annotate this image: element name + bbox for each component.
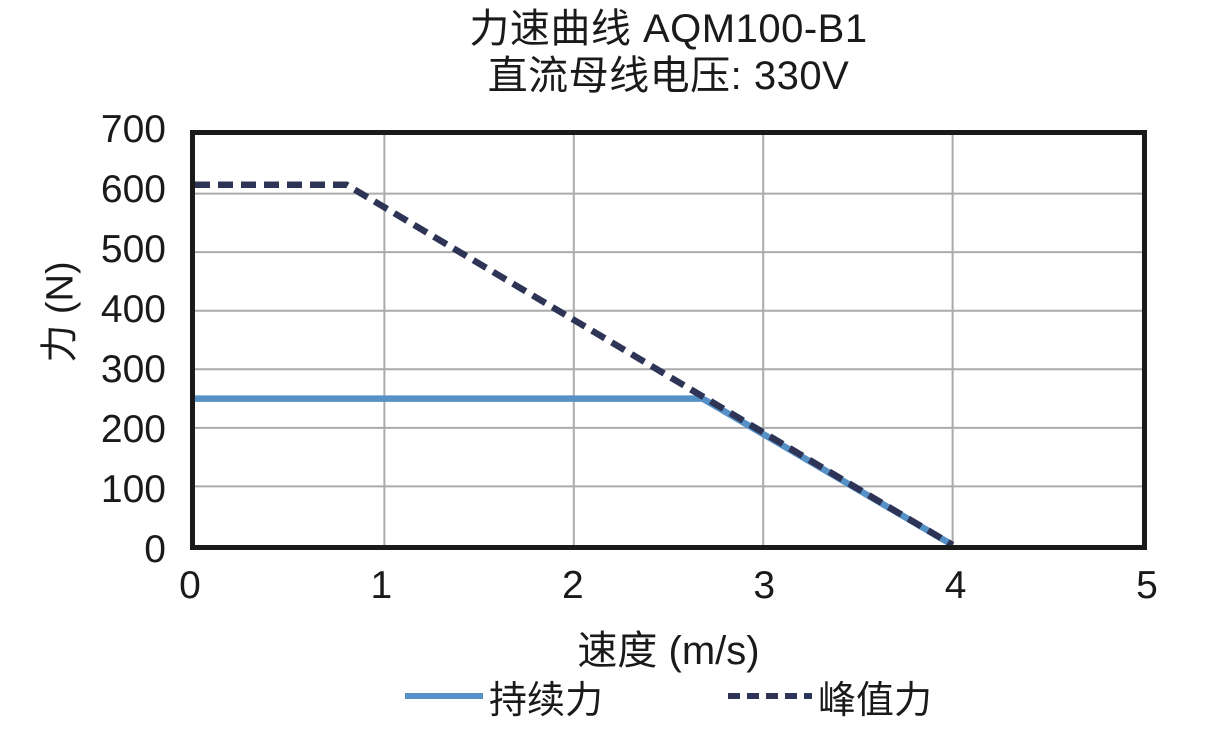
plot-area [190,130,1147,550]
legend-item-peak-force: 峰值力 [728,669,932,724]
peak-force-line-swatch-icon [728,693,812,699]
y-tick-label: 0 [144,528,166,571]
chart-subtitle: 直流母线电压: 330V [487,54,850,98]
continuous-force-line-swatch-icon [404,693,483,699]
x-tick-label: 5 [1136,564,1158,607]
x-tick-label: 0 [179,564,201,607]
legend: 持续力 峰值力 [190,668,1147,724]
x-tick-labels: 0 1 2 3 4 5 [179,560,1158,612]
x-tick-label: 3 [753,564,776,607]
peak-force-line [195,181,955,545]
y-tick-label: 200 [100,408,166,451]
chart-title-block: 力速曲线 AQM100-B1 直流母线电压: 330V [190,6,1147,100]
y-tick-label: 100 [100,468,166,511]
y-tick-label: 700 [100,108,166,151]
y-tick-label: 600 [100,168,166,211]
plot-canvas [195,135,1142,545]
legend-label-peak-force: 峰值力 [818,679,933,722]
y-tick-label: 500 [100,228,166,271]
y-tick-label: 300 [100,348,166,391]
x-tick-label: 4 [944,564,967,607]
chart-title: 力速曲线 AQM100-B1 [469,7,868,51]
y-tick-labels: 0 100 200 300 400 500 600 700 [0,108,178,571]
legend-label-continuous-force: 持续力 [488,679,603,722]
x-tick-label: 2 [561,564,584,607]
legend-item-continuous-force: 持续力 [404,669,603,724]
x-axis-label: 速度 (m/s) [577,629,760,673]
y-tick-label: 400 [100,288,166,331]
x-tick-label: 1 [370,564,393,607]
